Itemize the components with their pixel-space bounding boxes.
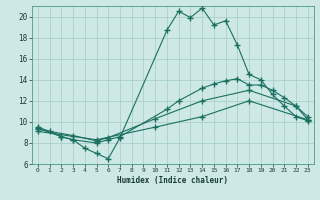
X-axis label: Humidex (Indice chaleur): Humidex (Indice chaleur) [117, 176, 228, 185]
